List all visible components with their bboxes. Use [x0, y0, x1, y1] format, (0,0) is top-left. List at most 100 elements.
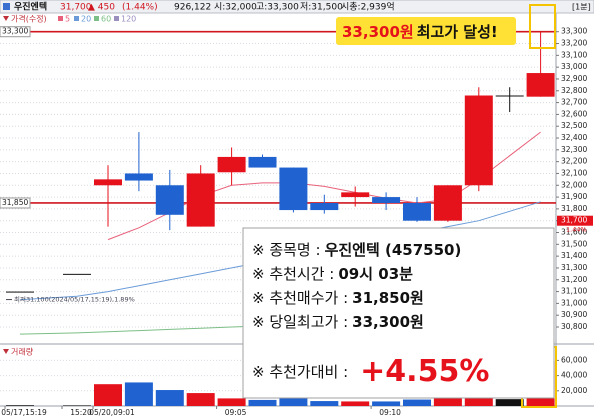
highlight-box — [529, 4, 556, 49]
legend-label: 60 — [101, 15, 111, 24]
y-tick-label: 31,800 — [561, 204, 587, 213]
y-tick-label: 32,900 — [561, 74, 587, 83]
candle-body — [495, 95, 524, 97]
x-tick-label: 05/20,09:01 — [89, 408, 135, 417]
plot: 33,300 33,200 33,100 33,000 32,900 32,800 32,7… — [0, 15, 593, 417]
info-label: ※ 추천가대비 : — [252, 363, 348, 381]
y-tick-label: 31,500 — [561, 239, 587, 248]
volume-bar — [403, 399, 431, 406]
y-tick-label: 30,800 — [561, 322, 587, 331]
candle-body — [217, 156, 246, 173]
legend-swatch — [114, 16, 119, 21]
callout-price: 33,300원 — [342, 23, 414, 41]
info-value: +4.55% — [360, 354, 489, 389]
volume-bar — [279, 398, 308, 406]
x-tick-label: 15:20 — [70, 408, 92, 417]
candle-body — [124, 173, 153, 181]
candle-body — [310, 202, 339, 211]
info-box — [242, 227, 555, 399]
current-price-badge — [557, 215, 593, 226]
info-row: ※ 종목명 : 우진엔텍 (457550) — [252, 241, 461, 259]
legend-swatch — [74, 16, 79, 21]
legend-swatch — [94, 16, 99, 21]
candle-body — [372, 197, 401, 203]
info-label: ※ 당일최고가 : — [252, 313, 348, 331]
volume-bar — [6, 405, 34, 406]
reference-label-box — [0, 197, 31, 209]
y-tick-label: 32,700 — [561, 98, 587, 107]
info-value: 09시 03분 — [338, 265, 413, 283]
y-tick-label: 31,100 — [561, 287, 587, 296]
volume-bar — [341, 401, 370, 406]
low-annotation: 최저31,100(2024/05/17,15:19),1.89% — [14, 295, 135, 304]
interval: [1분] — [572, 3, 591, 12]
y-tick-label: 33,200 — [561, 39, 587, 48]
legend-swatch — [58, 16, 63, 21]
y-tick-label: 32,000 — [561, 180, 587, 189]
market-cap: 시총:2,939억 — [341, 1, 395, 13]
info-label: ※ 추천매수가 : — [252, 289, 348, 307]
callout: 33,300원 최고가 달성! — [342, 23, 498, 41]
info-row: ※ 추천가대비 : +4.55% — [252, 354, 489, 389]
volume-title: 거래량 — [11, 347, 34, 357]
info-value: 33,300원 — [352, 313, 424, 331]
volume-bar — [433, 395, 462, 406]
y-tick-label: 31,600 — [561, 228, 587, 237]
stock-name: 우진엔텍 — [14, 1, 47, 13]
change-pct: (1.44%) — [122, 3, 158, 13]
candle-body — [464, 95, 493, 186]
y-tick-label: 31,000 — [561, 298, 587, 307]
y-tick-label: 31,400 — [561, 251, 587, 260]
volume-bar — [124, 382, 153, 406]
candle-body — [6, 291, 34, 293]
candle-body — [526, 73, 555, 97]
legend-label: 120 — [121, 15, 136, 24]
x-tick-label: 09:10 — [379, 408, 401, 417]
reference-label: 31,850 — [2, 198, 28, 207]
y-tick-label: 32,400 — [561, 133, 587, 142]
header-bar — [0, 0, 594, 14]
change: ▲ 450 — [88, 3, 115, 13]
legend-title: 가격(수정) — [11, 14, 47, 24]
legend-label: 5 — [65, 15, 70, 24]
info-value: 우진엔텍 (457550) — [325, 241, 462, 259]
y-tick-label: 32,100 — [561, 168, 587, 177]
current-price-label: 31,700 — [561, 216, 587, 225]
candle-body — [186, 173, 215, 227]
y-tick-label: 31,200 — [561, 275, 587, 284]
y-tick-label: 30,900 — [561, 310, 587, 319]
x-tick-label: 05/17,15:19 — [1, 408, 47, 417]
info-row: ※ 추천시간 :09시 03분 — [252, 265, 413, 283]
volume-icon — [3, 349, 9, 354]
y-tick-label: 33,100 — [561, 50, 587, 59]
candle-body — [155, 185, 184, 215]
legend-icon — [3, 16, 9, 21]
info-row: ※ 당일최고가 :33,300원 — [252, 313, 424, 331]
reference-label-box — [0, 26, 31, 38]
y-tick-label: 60,000 — [561, 355, 587, 364]
current-change-label: 1.44% — [566, 226, 587, 234]
legend-label: 20 — [81, 15, 91, 24]
y-tick-label: 32,800 — [561, 86, 587, 95]
info-row: ※ 추천매수가 :31,850원 — [252, 289, 424, 307]
header-icon — [3, 3, 10, 10]
y-tick-label: 31,300 — [561, 263, 587, 272]
info-label: ※ 추천시간 : — [252, 265, 334, 283]
y-tick-label: 32,600 — [561, 109, 587, 118]
y-tick-label: 20,000 — [561, 386, 587, 395]
price: 31,700 — [60, 3, 92, 13]
y-tick-label: 32,500 — [561, 121, 587, 130]
info-value: 31,850원 — [352, 289, 424, 307]
reference-label: 33,300 — [2, 27, 28, 36]
callout-text: 최고가 달성! — [417, 23, 498, 41]
candle-body — [433, 185, 462, 221]
y-tick-label: 32,300 — [561, 145, 587, 154]
volume-bar — [155, 390, 184, 406]
candle-body — [94, 179, 122, 186]
y-tick-label: 33,300 — [561, 27, 587, 36]
y-tick-label: 31,900 — [561, 192, 587, 201]
volume-bar — [63, 405, 91, 406]
candle-body — [279, 167, 308, 211]
